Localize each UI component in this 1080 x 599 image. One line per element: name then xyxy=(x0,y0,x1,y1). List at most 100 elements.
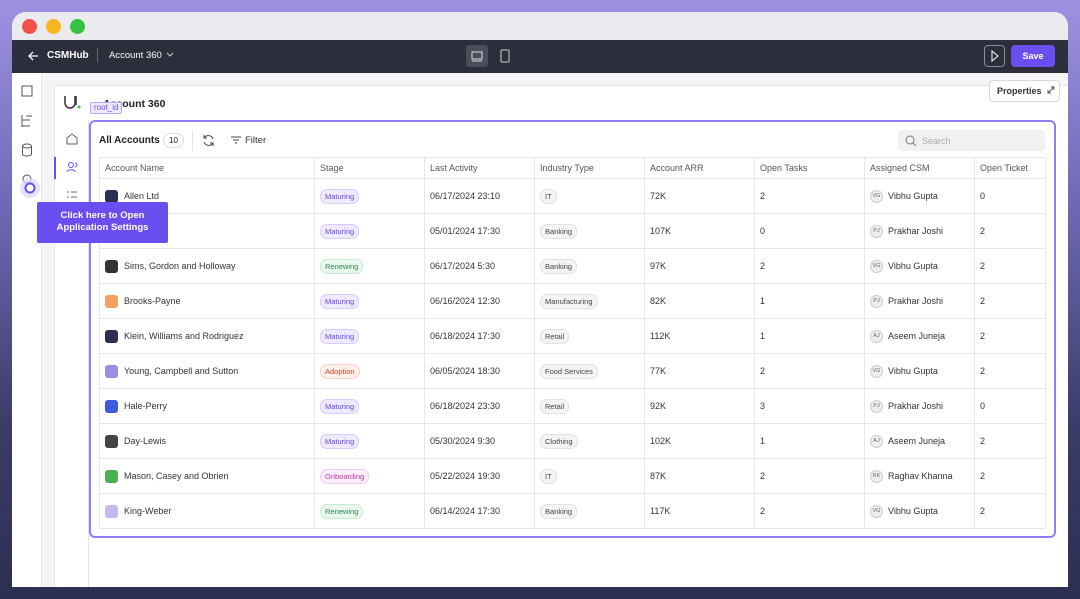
industry-cell: Banking xyxy=(534,493,645,529)
csm-avatar: PJ xyxy=(870,294,883,308)
minimize-button[interactable] xyxy=(46,19,61,34)
table-row[interactable]: Young, Campbell and Sutton Adoption 06/05/… xyxy=(99,353,1046,389)
industry-badge: Banking xyxy=(540,258,578,274)
header-row: Account Name Stage Last Activity Industry T… xyxy=(99,157,1046,179)
home-icon[interactable] xyxy=(66,133,78,145)
stage-cell: Maturing xyxy=(314,213,425,249)
page-name[interactable]: Account 360 xyxy=(109,50,162,61)
column-header[interactable]: Stage xyxy=(314,157,425,179)
account-logo xyxy=(105,399,118,413)
csm-avatar: PJ xyxy=(870,399,883,413)
icon-shape xyxy=(471,51,483,60)
icon-shape xyxy=(231,136,241,144)
table-row[interactable]: Brooks-Payne Maturing 06/16/2024 12:30 Manu… xyxy=(99,283,1046,319)
desktop-view[interactable] xyxy=(466,45,488,67)
column-header[interactable]: Open Ticket xyxy=(974,157,1046,179)
open-tasks: 3 xyxy=(754,388,865,424)
account-name: Hale-Perry xyxy=(124,400,168,411)
column-header[interactable]: Industry Type xyxy=(534,157,645,179)
account-cell: Day-Lewis xyxy=(99,423,315,459)
stage-badge: Renewing xyxy=(320,503,364,519)
csm-avatar: AJ xyxy=(870,434,883,448)
account-arr: 72K xyxy=(644,178,755,214)
table-row[interactable]: Mason, Casey and Obrien Onboarding 05/22/2… xyxy=(99,458,1046,494)
icon-shape xyxy=(500,49,510,63)
open-tasks: 0 xyxy=(754,213,865,249)
tooltip xyxy=(37,202,168,243)
canvas-icon[interactable] xyxy=(21,85,33,97)
list-icon[interactable] xyxy=(67,191,77,198)
table-row[interactable]: Klein, Williams and Rodriguez Maturing 06/… xyxy=(99,318,1046,354)
page-dropdown[interactable] xyxy=(166,52,174,58)
preview-button[interactable] xyxy=(984,45,1005,67)
open-tasks: 1 xyxy=(754,423,865,459)
table-row[interactable]: King-Weber Renewing 06/14/2024 17:30 Bankin… xyxy=(99,493,1046,529)
column-header[interactable]: Assigned CSM xyxy=(864,157,975,179)
open-tickets: 2 xyxy=(974,248,1046,284)
industry-badge: Food Services xyxy=(540,363,598,379)
filter-button[interactable]: Filter xyxy=(245,135,267,146)
account-cell: Klein, Williams and Rodriguez xyxy=(99,318,315,354)
table-row[interactable]: Allen Ltd Maturing 06/17/2024 23:10 IT 72K 2 V… xyxy=(99,178,1046,214)
stage-badge: Maturing xyxy=(320,223,360,239)
accounts-icon[interactable] xyxy=(68,162,74,168)
highlight-dot xyxy=(24,182,36,194)
open-tickets: 2 xyxy=(974,213,1046,249)
data-icon[interactable] xyxy=(22,143,32,149)
account-cell: Mason, Casey and Obrien xyxy=(99,458,315,494)
csm-name: Raghav Khanna xyxy=(888,470,953,481)
csm-name: Vibhu Gupta xyxy=(888,505,938,516)
column-header[interactable]: Account ARR xyxy=(644,157,755,179)
back-button[interactable] xyxy=(27,50,39,62)
divider xyxy=(97,48,98,62)
mobile-view[interactable] xyxy=(495,45,515,67)
back-arrow xyxy=(28,51,38,61)
account-logo xyxy=(105,434,118,448)
column-header[interactable]: Last Activity xyxy=(424,157,535,179)
properties-button[interactable]: Properties xyxy=(989,80,1060,102)
column-header[interactable]: Account Name xyxy=(99,157,315,179)
account-name: Sims, Gordon and Holloway xyxy=(124,260,236,271)
table-head: Account Name Stage Last Activity Industry T… xyxy=(99,157,1046,179)
tree-icon[interactable] xyxy=(21,115,32,127)
close-button[interactable] xyxy=(22,19,37,34)
stage-cell: Maturing xyxy=(314,318,425,354)
app-name: CSMHub xyxy=(47,50,89,61)
stage-badge: Maturing xyxy=(320,188,360,204)
industry-badge: Banking xyxy=(540,503,578,519)
save-button[interactable]: Save xyxy=(1011,45,1055,67)
open-tickets: 2 xyxy=(974,493,1046,529)
open-tasks: 2 xyxy=(754,458,865,494)
column-header[interactable]: Open Tasks xyxy=(754,157,865,179)
account-logo xyxy=(105,329,118,343)
account-cell: Sims, Gordon and Holloway xyxy=(99,248,315,284)
icon-shape xyxy=(1047,86,1055,94)
account-arr: 112K xyxy=(644,318,755,354)
refresh-button[interactable] xyxy=(201,133,216,148)
table-row[interactable]: Maturing 05/01/2024 17:30 Banking 107K 0 PJ Pr… xyxy=(99,213,1046,249)
filter-icon[interactable] xyxy=(230,135,242,145)
account-arr: 107K xyxy=(644,213,755,249)
account-arr: 82K xyxy=(644,283,755,319)
open-tasks: 2 xyxy=(754,178,865,214)
csm-avatar: VG xyxy=(870,189,883,203)
csm-cell: PJ Prakhar Joshi xyxy=(864,213,975,249)
table-row[interactable]: Hale-Perry Maturing 06/18/2024 23:30 Retail… xyxy=(99,388,1046,424)
stage-cell: Renewing xyxy=(314,248,425,284)
accounts-icon[interactable] xyxy=(66,162,78,173)
csm-cell: PJ Prakhar Joshi xyxy=(864,283,975,319)
maximize-button[interactable] xyxy=(70,19,85,34)
stage-cell: Adoption xyxy=(314,353,425,389)
stage-badge: Onboarding xyxy=(320,468,370,484)
last-activity: 06/14/2024 17:30 xyxy=(424,493,535,529)
icon-shape xyxy=(912,142,917,147)
account-name: Young, Campbell and Sutton xyxy=(124,365,239,376)
table-row[interactable]: Day-Lewis Maturing 05/30/2024 9:30 Clothing… xyxy=(99,423,1046,459)
account-cell: Brooks-Payne xyxy=(99,283,315,319)
search-box[interactable] xyxy=(898,130,1045,151)
stage-cell: Maturing xyxy=(314,423,425,459)
table-row[interactable]: Sims, Gordon and Holloway Renewing 06/17/2… xyxy=(99,248,1046,284)
properties-label: Properties xyxy=(997,86,1042,96)
data-icon[interactable] xyxy=(22,146,32,157)
